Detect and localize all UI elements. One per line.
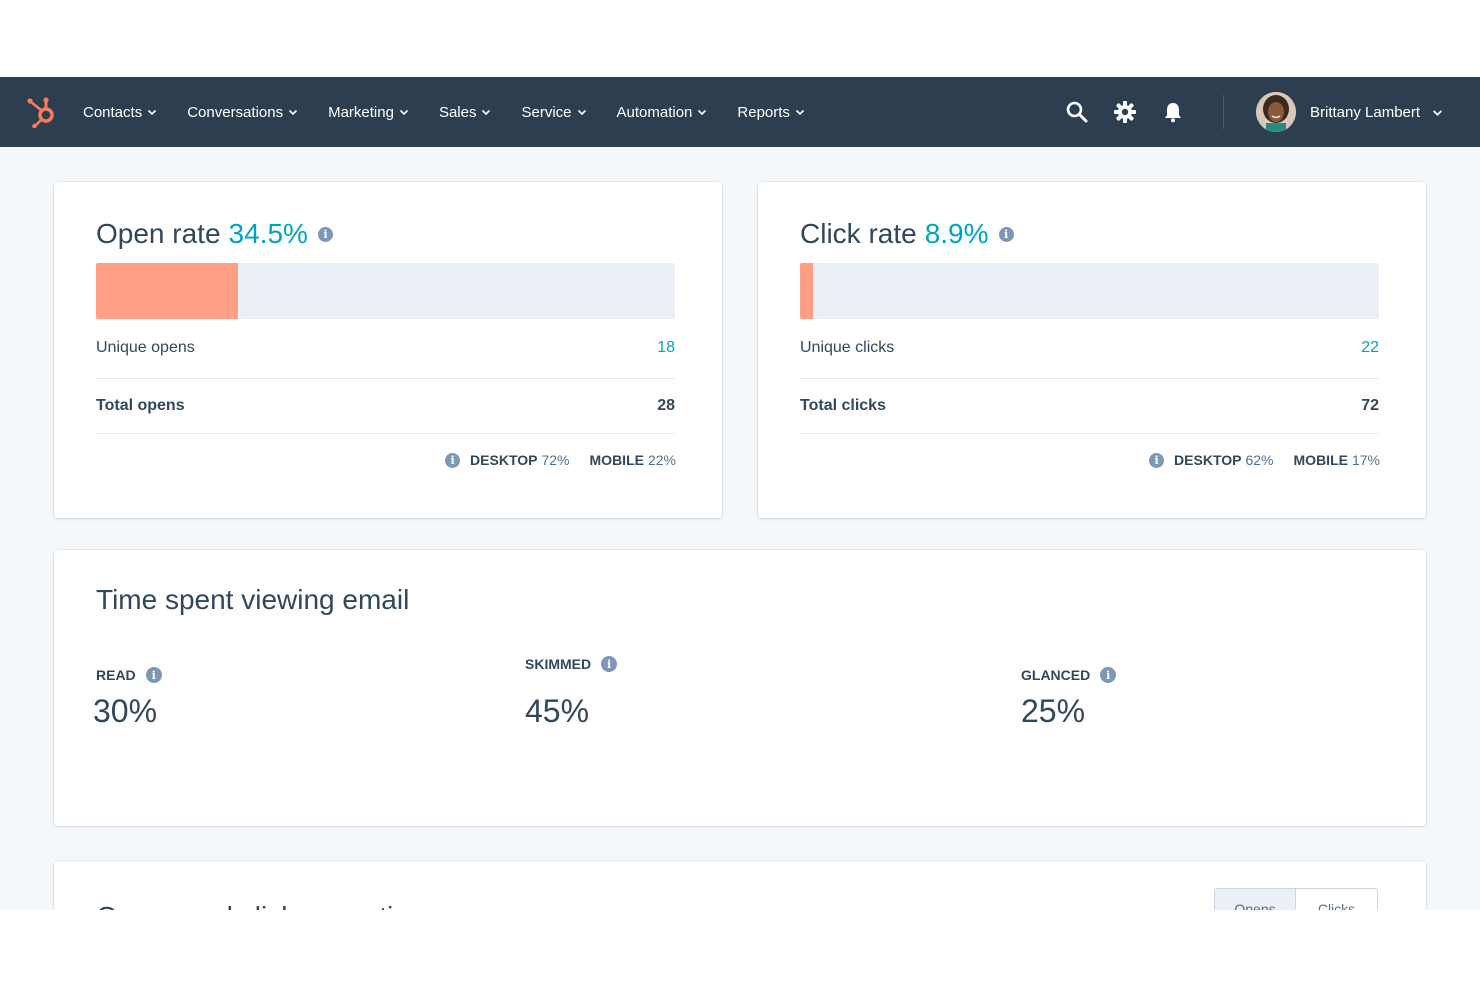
mobile-percent: 22% [647,452,676,468]
bell-icon[interactable] [1160,99,1186,125]
time-spent-card: Time spent viewing email READ i 30% SKIM… [54,550,1426,910]
info-icon[interactable]: i [445,452,461,468]
nav-marketing[interactable]: Marketing [328,104,409,121]
chevron-down-icon [698,109,707,116]
nav-utilities: Brittany Lambert [1064,77,1443,147]
info-icon[interactable]: i [998,226,1014,242]
total-opens-row: Total opens 28 [96,378,675,434]
chevron-down-icon [482,109,491,116]
open-rate-bar-fill [96,263,238,319]
click-rate-bar [800,263,1379,319]
engagement-card: Opens and clicks over time Opens Clicks [54,861,1426,910]
click-rate-title: Click rate 8.9% i [800,218,1014,250]
click-rate-value: 8.9% [924,218,989,249]
unique-opens-label: Unique opens [96,339,195,356]
glanced-percent: 25% [1021,693,1086,729]
chevron-down-icon [577,109,586,116]
tab-opens[interactable]: Opens [1215,889,1296,910]
gear-icon[interactable] [1112,99,1138,125]
nav-conversations-label: Conversations [187,103,284,121]
total-opens-value: 28 [657,397,675,414]
hubspot-logo-icon[interactable] [26,95,58,129]
top-whitespace [0,0,1480,77]
read-percent: 30% [93,693,158,729]
bottom-whitespace [0,910,1480,987]
desktop-percent: 72% [541,452,570,468]
glanced-label: GLANCED [1021,667,1091,683]
mobile-label: MOBILE [1293,452,1348,468]
open-rate-title: Open rate 34.5% i [96,218,333,250]
nav-sales[interactable]: Sales [439,104,492,121]
total-opens-label: Total opens [96,397,185,414]
nav-reports-label: Reports [737,103,790,121]
info-icon[interactable]: i [317,226,333,242]
unique-opens-row: Unique opens 18 [96,334,675,362]
nav-automation[interactable]: Automation [617,104,708,121]
nav-contacts[interactable]: Contacts [83,104,157,121]
info-icon[interactable]: i [1149,452,1165,468]
open-rate-value: 34.5% [228,218,308,249]
avatar[interactable] [1256,92,1296,132]
desktop-label: DESKTOP [470,452,538,468]
chevron-down-icon [399,109,409,116]
tab-clicks[interactable]: Clicks [1296,889,1377,910]
click-device-breakdown: i DESKTOP 62% MOBILE 17% [1149,452,1380,468]
engagement-tabs: Opens Clicks [1214,888,1378,910]
total-clicks-row: Total clicks 72 [800,378,1379,434]
nav-service[interactable]: Service [521,104,586,121]
unique-opens-value[interactable]: 18 [657,339,675,356]
skimmed-percent: 45% [525,693,590,729]
unique-clicks-row: Unique clicks 22 [800,334,1379,362]
desktop-label: DESKTOP [1174,452,1242,468]
time-spent-title: Time spent viewing email [96,584,410,615]
nav-service-label: Service [521,103,572,121]
skimmed-label: SKIMMED [525,656,592,672]
search-icon[interactable] [1064,99,1090,125]
desktop-percent: 62% [1245,452,1274,468]
glanced-label-group: GLANCED i [1021,667,1117,683]
info-icon[interactable]: i [145,667,162,683]
total-clicks-value: 72 [1361,397,1379,414]
chevron-down-icon [795,109,805,116]
open-rate-card: Open rate 34.5% i Unique opens 18 Total … [54,182,722,518]
chevron-down-icon[interactable] [1432,107,1443,118]
top-navbar: Contacts Conversations Marketing Sales S… [0,77,1480,147]
skimmed-label-group: SKIMMED i [525,656,618,672]
nav-automation-label: Automation [616,103,693,121]
mobile-percent: 17% [1351,452,1380,468]
nav-reports[interactable]: Reports [737,104,805,121]
open-rate-title-label: Open rate [96,218,221,249]
click-rate-card: Click rate 8.9% i Unique clicks 22 Total… [758,182,1426,518]
nav-marketing-label: Marketing [328,103,394,121]
open-device-breakdown: i DESKTOP 72% MOBILE 22% [445,452,676,468]
chevron-down-icon [289,109,298,116]
chevron-down-icon [148,109,157,116]
nav-conversations[interactable]: Conversations [187,104,298,121]
click-rate-title-label: Click rate [800,218,917,249]
total-clicks-label: Total clicks [800,397,886,414]
click-rate-bar-fill [800,263,813,319]
info-icon[interactable]: i [601,656,618,672]
mobile-label: MOBILE [589,452,644,468]
main-menu: Contacts Conversations Marketing Sales S… [83,77,835,147]
user-name[interactable]: Brittany Lambert [1310,103,1421,121]
unique-clicks-label: Unique clicks [800,339,895,356]
read-label: READ [96,667,136,683]
info-icon[interactable]: i [1100,667,1117,683]
nav-contacts-label: Contacts [83,103,143,121]
read-label-group: READ i [96,667,162,683]
open-rate-bar [96,263,675,319]
nav-divider [1223,95,1224,129]
nav-sales-label: Sales [438,103,477,121]
dashboard-content: Open rate 34.5% i Unique opens 18 Total … [0,147,1480,910]
engagement-title: Opens and clicks over time [96,901,432,910]
unique-clicks-value[interactable]: 22 [1361,339,1379,356]
